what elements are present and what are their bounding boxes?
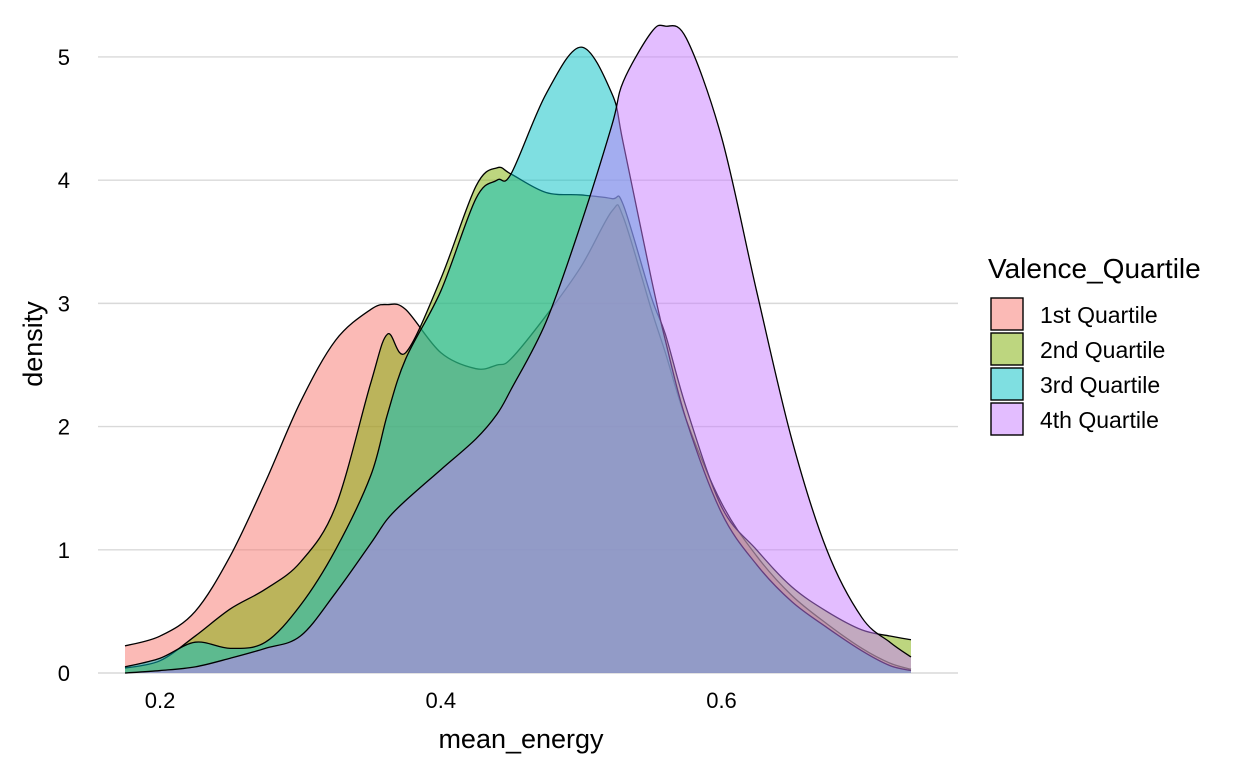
y-axis-title: density — [18, 301, 48, 387]
x-axis-ticks: 0.2 0.4 0.6 — [145, 688, 737, 713]
y-tick-label-0: 0 — [58, 661, 70, 686]
legend-key-2nd-quartile — [990, 332, 1024, 366]
x-tick-label-2: 0.6 — [706, 688, 737, 713]
density-line-4th-quartile — [124, 24, 912, 674]
legend-key-4th-quartile — [990, 402, 1024, 436]
legend-key-3rd-quartile — [990, 367, 1024, 401]
legend-label-2nd-quartile: 2nd Quartile — [1040, 337, 1165, 363]
y-tick-label-4: 4 — [58, 168, 70, 193]
legend-label-1st-quartile: 1st Quartile — [1040, 302, 1158, 328]
density-area-4th-quartile — [125, 25, 911, 674]
density-areas — [124, 24, 912, 674]
y-tick-label-3: 3 — [58, 291, 70, 316]
legend-label-4th-quartile: 4th Quartile — [1040, 407, 1159, 433]
legend-label-3rd-quartile: 3rd Quartile — [1040, 372, 1160, 398]
x-tick-label-1: 0.4 — [425, 688, 456, 713]
legend: Valence_Quartile 1st Quartile 2nd Quartil… — [988, 253, 1201, 436]
y-axis-ticks: 0 1 2 3 4 5 — [58, 45, 70, 686]
legend-title: Valence_Quartile — [988, 253, 1201, 284]
x-tick-label-0: 0.2 — [145, 688, 176, 713]
y-tick-label-5: 5 — [58, 45, 70, 70]
y-tick-label-2: 2 — [58, 415, 70, 440]
x-axis-title: mean_energy — [438, 724, 604, 754]
legend-items: 1st Quartile 2nd Quartile 3rd Quartile 4th … — [990, 297, 1165, 436]
y-tick-label-1: 1 — [58, 538, 70, 563]
legend-key-1st-quartile — [990, 297, 1024, 331]
